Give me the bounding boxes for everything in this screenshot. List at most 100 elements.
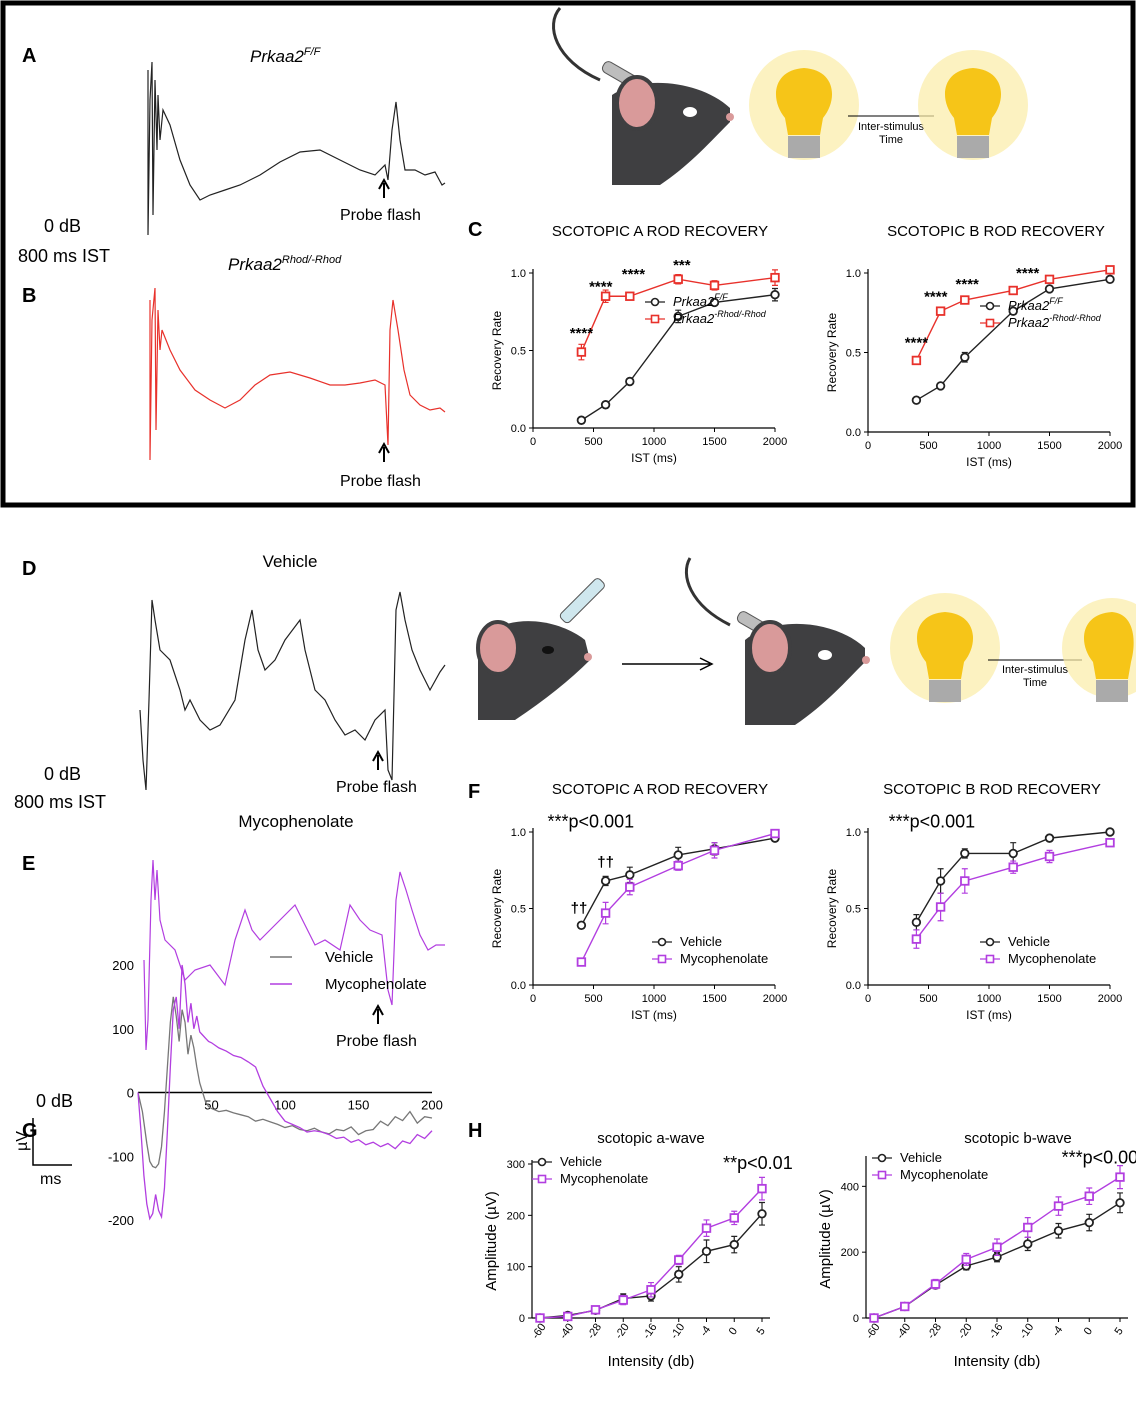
y-tick-label: 100: [112, 1022, 134, 1037]
annotation: ††: [571, 900, 588, 917]
probe-flash-label-e: Probe flash: [336, 1033, 417, 1050]
data-point: [1106, 266, 1114, 274]
annotation: ****: [570, 325, 594, 342]
erg-trace-d: [140, 592, 445, 790]
data-point: [771, 830, 779, 838]
data-point: [937, 903, 945, 911]
x-tick-label: 500: [584, 436, 602, 448]
legend-label: Vehicle: [560, 1154, 602, 1169]
data-point: [937, 307, 945, 315]
data-point: [961, 353, 969, 361]
light-bulb-icon-4: [1062, 598, 1136, 702]
data-point: [626, 378, 634, 386]
data-point: [711, 282, 719, 290]
y-tick-label: 200: [112, 958, 134, 973]
y-tick-label: -100: [108, 1149, 134, 1164]
x-tick-label: 0: [727, 1325, 740, 1337]
data-point: [937, 382, 945, 390]
y-tick-label: 0: [853, 1313, 859, 1325]
annotation: ****: [956, 276, 980, 293]
chart-title: SCOTOPIC B ROD RECOVERY: [883, 781, 1101, 798]
panel-label-f: F: [468, 781, 480, 803]
y-tick-label: 0.0: [846, 427, 861, 439]
annotation: ***p<0.001: [889, 811, 976, 831]
panel-label-e: E: [22, 853, 35, 875]
y-tick-label: 0: [519, 1313, 525, 1325]
x-tick-label: -4: [1050, 1324, 1065, 1339]
legend-marker: [659, 956, 666, 963]
chart-g: -200-100010020050 100 150 200VehicleMycophe…: [14, 949, 443, 1228]
data-point: [1085, 1219, 1093, 1227]
x-tick-label: -40: [557, 1321, 576, 1341]
data-point: [1046, 834, 1054, 842]
inter-stimulus-label-2b: Time: [1023, 677, 1047, 689]
data-point: [913, 935, 921, 943]
y-tick-label: 1.0: [511, 827, 526, 839]
x-tick-label: -10: [1017, 1321, 1036, 1341]
data-point: [1106, 839, 1114, 847]
x-axis-label: Intensity (db): [608, 1353, 695, 1370]
data-point: [913, 918, 921, 926]
x-tick-label: 1500: [702, 993, 726, 1005]
x-tick-label: 200: [421, 1098, 443, 1113]
y-tick-label: 200: [841, 1247, 859, 1259]
x-tick-label: 1500: [702, 436, 726, 448]
probe-flash-arrow-d: [373, 752, 383, 770]
chart-title: SCOTOPIC A ROD RECOVERY: [552, 781, 768, 798]
y-tick-label: 0.5: [511, 346, 526, 358]
data-point: [578, 958, 586, 966]
annotation: ****: [1016, 265, 1040, 282]
mouse-injection-icon: [478, 577, 606, 720]
scale-bar-x-unit: ms: [40, 1171, 61, 1188]
data-point: [675, 1271, 683, 1279]
legend-marker: [652, 299, 659, 306]
x-tick-label: -28: [925, 1321, 944, 1341]
legend-label: Vehicle: [325, 949, 373, 966]
data-point: [913, 396, 921, 404]
legend-marker: [659, 939, 666, 946]
panel-label-d: D: [22, 558, 36, 580]
data-point: [675, 1256, 683, 1264]
data-point: [1055, 1227, 1063, 1235]
chart-c-left: SCOTOPIC A ROD RECOVERY0.00.51.00 500 1000…: [490, 223, 787, 465]
light-bulb-icon-1: [749, 50, 859, 160]
data-point: [578, 348, 586, 356]
inter-stimulus-label-2a: Inter-stimulus: [1002, 664, 1069, 676]
scale-bar: [33, 1118, 72, 1165]
legend-label: Mycophenolate: [680, 951, 768, 966]
data-point: [962, 1256, 970, 1264]
annotation: ***: [673, 257, 691, 274]
data-point: [626, 883, 634, 891]
probe-flash-label-b: Probe flash: [340, 473, 421, 490]
x-tick-label: -20: [956, 1321, 975, 1341]
data-point: [1024, 1224, 1032, 1232]
legend-marker: [987, 303, 994, 310]
x-tick-label: 1000: [642, 436, 666, 448]
light-bulb-icon-3: [890, 593, 1000, 703]
legend-label: Prkaa2F/F: [1008, 296, 1063, 313]
y-tick-label: 0.0: [846, 980, 861, 992]
trace-a-title: Prkaa2F/F: [250, 46, 322, 66]
legend-label: Vehicle: [900, 1150, 942, 1165]
chart-f-left: SCOTOPIC A ROD RECOVERY0.00.51.00 500 1000…: [490, 781, 787, 1022]
probe-flash-label-a: Probe flash: [340, 207, 421, 224]
panel-label-c: C: [468, 219, 482, 241]
data-point: [870, 1314, 878, 1322]
mouse-electrode-icon-1: [553, 8, 734, 185]
data-point: [674, 851, 682, 859]
data-point: [1046, 853, 1054, 861]
chart-c-right: SCOTOPIC B ROD RECOVERY0.00.51.00 500 1000…: [825, 223, 1122, 469]
probe-flash-arrow-a: [379, 180, 389, 198]
data-point: [674, 862, 682, 870]
y-tick-label: 0.5: [846, 348, 861, 360]
data-point: [674, 275, 682, 283]
y-axis-label: Amplitude (µV): [483, 1191, 500, 1291]
legend-marker: [879, 1155, 886, 1162]
legend-label: Vehicle: [1008, 934, 1050, 949]
data-point: [913, 357, 921, 365]
legend-label: Prkaa2F/F: [673, 292, 728, 309]
x-tick-label: 5: [755, 1325, 768, 1337]
x-tick-label: -16: [641, 1321, 660, 1341]
